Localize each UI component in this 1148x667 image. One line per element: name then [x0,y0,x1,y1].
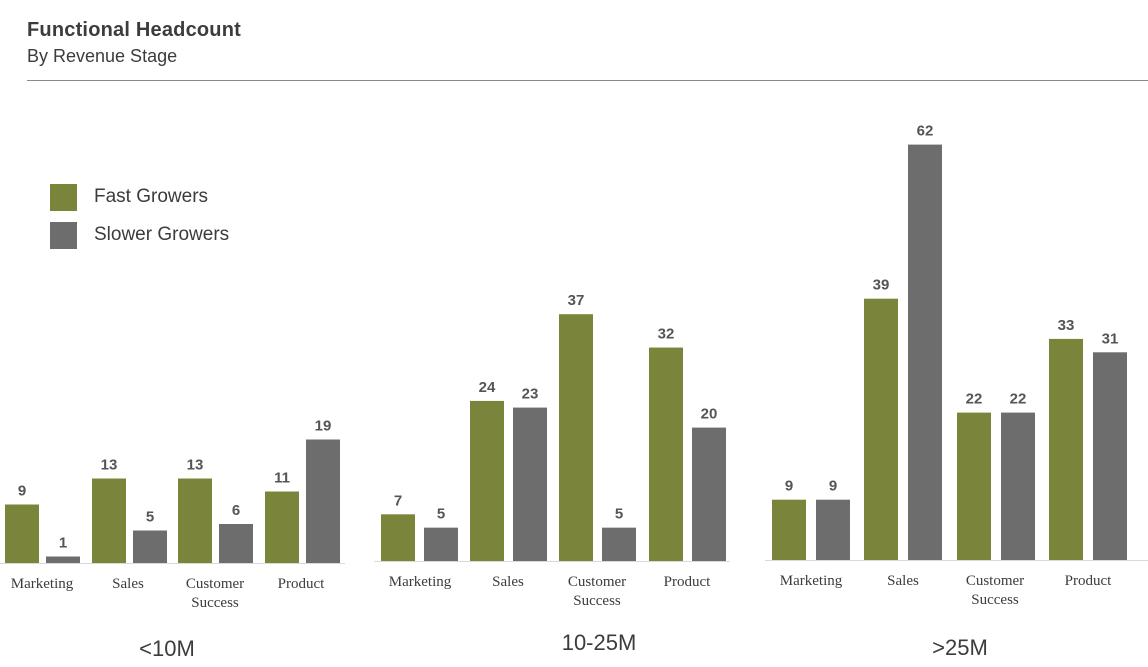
category-label: Success [573,593,621,609]
data-label: 22 [1010,391,1027,408]
category-label: Product [1065,573,1112,589]
data-label: 33 [1058,317,1075,334]
data-label: 7 [394,492,402,509]
title-divider [27,80,1148,81]
data-label: 20 [701,406,718,423]
bar-fast-growers [1049,338,1083,560]
category-label: Customer [966,573,1024,589]
bar-slower-growers [513,407,547,561]
data-label: 62 [917,123,934,140]
data-label: 13 [101,457,118,474]
bar-fast-growers [265,491,299,563]
category-label: Customer [186,576,244,592]
bar-slower-growers [908,144,942,560]
bar-fast-growers [864,298,898,560]
chart-panel-3: 9 9 Marketing 39 62 Sales 22 22 Customer Success 3… [765,123,1148,660]
data-label: 31 [1102,330,1119,347]
data-label: 6 [232,502,240,519]
data-label: 5 [437,506,445,523]
data-label: 23 [522,386,539,403]
data-label: 9 [18,483,26,500]
data-label: 19 [315,418,332,435]
category-label: Customer [568,574,626,590]
bar-fast-growers [178,478,212,563]
bar-slower-growers [306,439,340,563]
data-label: 22 [966,391,983,408]
bar-slower-growers [602,527,636,561]
bar-slower-growers [692,427,726,561]
category-label: Success [971,592,1019,608]
revenue-stage-label: 10-25M [562,630,637,655]
legend-label-slower-growers: Slower Growers [94,224,230,245]
revenue-stage-label: <10M [139,636,195,661]
revenue-stage-label: >25M [932,635,988,660]
category-label: Product [664,574,711,590]
data-label: 5 [146,509,154,526]
bar-slower-growers [1093,352,1127,560]
data-label: 24 [479,379,496,396]
bar-fast-growers [559,314,593,561]
bar-slower-growers [133,530,167,563]
bar-slower-growers [816,499,850,560]
category-label: Sales [112,576,144,592]
legend-swatch-fast-growers [50,184,77,211]
bar-slower-growers [1001,412,1035,560]
legend-swatch-slower-growers [50,222,77,249]
category-label: Success [191,595,239,611]
data-label: 9 [785,478,793,495]
chart-panel-1: 9 1 Marketing 13 5 Sales 13 6 Customer Success 11 1… [0,418,345,661]
data-label: 11 [274,470,290,487]
bar-fast-growers [470,400,504,561]
category-label: Product [278,576,325,592]
bar-fast-growers [92,478,126,563]
bar-fast-growers [649,347,683,561]
bar-fast-growers [381,514,415,561]
data-label: 9 [829,478,837,495]
data-label: 37 [568,292,585,309]
data-label: 32 [658,326,675,343]
bar-slower-growers [424,527,458,561]
bar-fast-growers [772,499,806,560]
chart-title: Functional Headcount [27,19,241,41]
data-label: 1 [59,535,67,552]
bar-slower-growers [219,524,253,563]
bar-fast-growers [5,504,39,563]
data-label: 13 [187,457,204,474]
chart-panel-2: 7 5 Marketing 24 23 Sales 37 5 Customer Success 32… [374,292,730,655]
data-label: 5 [615,506,623,523]
category-label: Marketing [389,574,452,590]
category-label: Sales [887,573,919,589]
category-label: Sales [492,574,524,590]
bar-slower-growers [46,556,80,563]
legend-label-fast-growers: Fast Growers [94,186,209,207]
bar-fast-growers [957,412,991,560]
category-label: Marketing [11,576,74,592]
chart-subtitle: By Revenue Stage [27,46,178,66]
data-label: 39 [873,277,890,294]
category-label: Marketing [780,573,843,589]
